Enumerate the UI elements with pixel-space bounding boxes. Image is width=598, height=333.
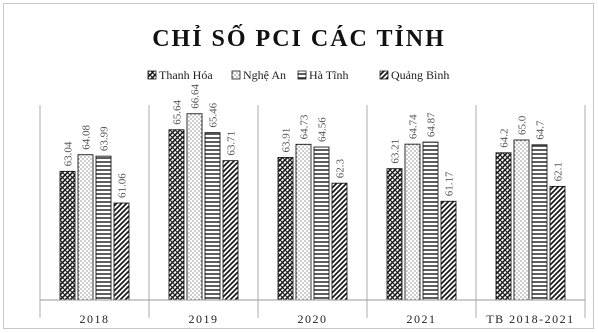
bar-quang-binh-tb-2018-2021 [549, 185, 566, 301]
value-label-thanh-hoa-2020: 63.91 [281, 128, 293, 153]
value-label-thanh-hoa-2021: 63.21 [390, 139, 402, 164]
bar-area [59, 113, 566, 301]
chart-frame [3, 3, 594, 329]
value-label-nghe-an-2021: 64.74 [408, 114, 420, 139]
legend-swatch-nghe-an [231, 70, 241, 80]
value-label-ha-tinh-2018: 63.99 [99, 126, 111, 151]
category-label-2018: 2018 [80, 312, 110, 326]
bar-thanh-hoa-tb-2018-2021 [495, 152, 512, 301]
bar-ha-tinh-2019 [204, 132, 221, 301]
chart-legend: Thanh Hóa Nghệ An Hà Tĩnh Quảng Bình [147, 68, 449, 82]
value-label-thanh-hoa-tb-2018-2021: 64.2 [499, 129, 511, 148]
legend-item-quang-binh: Quảng Bình [379, 68, 449, 82]
category-label-2020: 2020 [298, 312, 328, 326]
bar-thanh-hoa-2019 [168, 129, 185, 301]
legend-item-nghe-an: Nghệ An [231, 68, 286, 82]
value-label-quang-binh-tb-2018-2021: 62.1 [553, 162, 565, 181]
bar-ha-tinh-2020 [313, 146, 330, 301]
value-label-nghe-an-tb-2018-2021: 65.0 [517, 115, 529, 135]
legend-swatch-thanh-hoa [147, 70, 157, 80]
value-label-nghe-an-2020: 64.73 [299, 114, 311, 139]
value-label-quang-binh-2019: 63.71 [226, 131, 238, 156]
legend-label-nghe-an: Nghệ An [243, 68, 286, 82]
legend-swatch-ha-tinh [297, 70, 307, 80]
value-label-ha-tinh-2019: 65.46 [208, 102, 220, 127]
value-label-ha-tinh-tb-2018-2021: 64.7 [535, 120, 547, 140]
value-label-ha-tinh-2020: 64.56 [317, 117, 329, 142]
legend-label-quang-binh: Quảng Bình [391, 68, 449, 82]
x-axis [39, 105, 586, 318]
bar-ha-tinh-2018 [95, 155, 112, 301]
data-labels: 63.04 64.08 63.99 61.06 65.64 66.64 65.46 63.71… [63, 84, 565, 199]
value-label-thanh-hoa-2018: 63.04 [63, 141, 75, 166]
bar-quang-binh-2018 [113, 202, 130, 301]
value-label-quang-binh-2018: 61.06 [117, 173, 129, 198]
value-label-nghe-an-2018: 64.08 [81, 124, 93, 149]
bar-ha-tinh-tb-2018-2021 [531, 144, 548, 301]
legend-swatch-quang-binh [379, 70, 389, 80]
bar-nghe-an-2021 [404, 143, 421, 301]
bar-thanh-hoa-2021 [386, 168, 403, 301]
bar-quang-binh-2021 [440, 200, 457, 301]
bar-quang-binh-2020 [331, 182, 348, 301]
category-label-2019: 2019 [189, 312, 219, 326]
bar-ha-tinh-2021 [422, 141, 439, 301]
value-label-ha-tinh-2021: 64.87 [426, 112, 438, 137]
bar-nghe-an-2018 [77, 154, 94, 301]
value-label-nghe-an-2019: 66.64 [190, 84, 202, 109]
bar-nghe-an-2019 [186, 113, 203, 301]
chart-title: CHỈ SỐ PCI CÁC TỈNH [152, 25, 446, 52]
legend-label-thanh-hoa: Thanh Hóa [159, 68, 213, 82]
legend-label-ha-tinh: Hà Tĩnh [309, 68, 348, 82]
value-label-quang-binh-2021: 61.17 [444, 171, 456, 196]
legend-item-ha-tinh: Hà Tĩnh [297, 68, 348, 82]
bar-nghe-an-tb-2018-2021 [513, 139, 530, 301]
bar-thanh-hoa-2018 [59, 170, 76, 301]
value-label-quang-binh-2020: 62.3 [335, 158, 347, 178]
bar-nghe-an-2020 [295, 143, 312, 301]
category-labels: 2018 2019 2020 2021 TB 2018-2021 [80, 312, 574, 326]
category-label-2021: 2021 [407, 312, 437, 326]
bar-quang-binh-2019 [222, 160, 239, 301]
bar-thanh-hoa-2020 [277, 156, 294, 301]
category-label-tb-2018-2021: TB 2018-2021 [486, 312, 574, 326]
value-label-thanh-hoa-2019: 65.64 [172, 100, 184, 125]
legend-item-thanh-hoa: Thanh Hóa [147, 68, 213, 82]
